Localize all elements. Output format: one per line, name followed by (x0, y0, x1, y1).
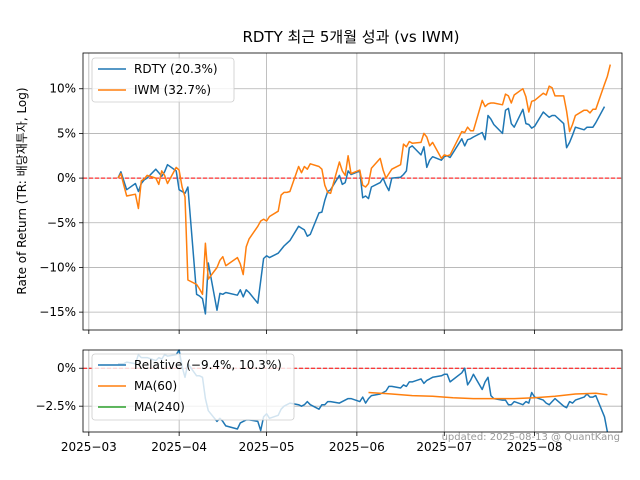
relative-series-line-1 (368, 391, 608, 400)
legend-box (91, 57, 235, 103)
x-tick-label: 2025−07 (416, 440, 472, 454)
legend-label: MA(240) (134, 400, 185, 414)
x-tick-label: 2025−08 (507, 440, 563, 454)
x-tick-label: 2025−06 (329, 440, 385, 454)
main-series (83, 64, 622, 315)
legend-label: IWM (32.7%) (134, 83, 211, 97)
legend-box (91, 353, 295, 421)
relative-legend: Relative (−9.4%, 10.3%) MA(60) MA(240) (91, 353, 295, 421)
x-tick-label: 2025−04 (151, 440, 207, 454)
y-tick-label: −2.5% (35, 399, 76, 413)
y-tick-label: 0% (57, 171, 76, 185)
legend-label: Relative (−9.4%, 10.3%) (134, 358, 282, 372)
y-tick-label: −10% (39, 260, 76, 274)
watermark: updated: 2025-08-13 @ QuantKang (442, 432, 620, 443)
y-tick-label: 5% (57, 126, 76, 140)
x-tick-labels: 2025−03 2025−04 2025−05 2025−06 2025−07 2025−… (61, 440, 563, 454)
x-tick-label: 2025−03 (61, 440, 117, 454)
legend-label: RDTY (20.3%) (134, 62, 218, 76)
x-tick-label: 2025−05 (239, 440, 295, 454)
y-tick-label: 10% (49, 82, 76, 96)
main-ticks: −15% −10% −5% 0% 5% 10% (39, 82, 535, 334)
y-tick-label: −5% (47, 216, 76, 230)
relative-plot-frame (82, 349, 623, 433)
y-tick-label: 0% (57, 361, 76, 375)
legend-label: MA(60) (134, 379, 177, 393)
chart-title: RDTY 최근 5개월 성과 (vs IWM) (242, 28, 459, 46)
main-series-line-0 (117, 106, 606, 315)
y-tick-label: −15% (39, 305, 76, 319)
relative-ticks: 0% −2.5% (35, 361, 535, 436)
main-plot-frame (82, 52, 623, 331)
main-series-line-1 (117, 64, 612, 296)
y-axis-label: Rate of Return (TR: 배당재투자, Log) (15, 87, 29, 294)
main-legend: RDTY (20.3%) IWM (32.7%) (91, 57, 235, 103)
